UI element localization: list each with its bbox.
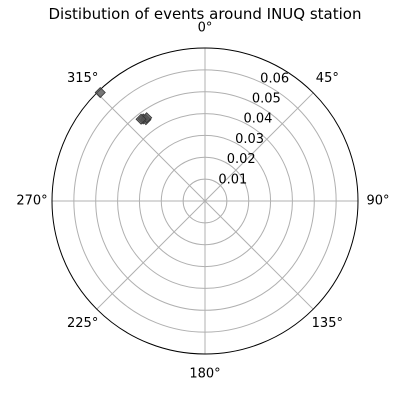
angle-tick-label-3: 135° — [312, 316, 343, 331]
angular-gridline-5 — [96, 200, 206, 310]
data-point-4 — [94, 86, 106, 99]
radial-tick-label-3: 0.04 — [243, 112, 272, 127]
angular-gridline-3 — [204, 200, 314, 310]
radial-tick-label-5: 0.06 — [260, 71, 289, 86]
polar-outer-circle — [51, 47, 359, 355]
radial-tick-label-0: 0.01 — [218, 172, 247, 187]
data-points — [94, 86, 153, 126]
angle-tick-label-2: 90° — [366, 194, 389, 209]
radial-tick-labels: 0.01 0.02 0.03 0.04 0.05 0.06 — [218, 71, 289, 187]
angle-tick-label-0: 0° — [198, 21, 213, 36]
polar-frame — [51, 47, 359, 355]
angle-tick-labels: 0° 45° 90° 135° 180° 225° 270° 315° — [16, 21, 389, 382]
angular-gridline-7 — [96, 92, 206, 202]
radial-tick-label-1: 0.02 — [227, 152, 256, 167]
angle-tick-label-4: 180° — [189, 367, 220, 382]
angle-tick-label-1: 45° — [316, 71, 339, 86]
radial-tick-label-2: 0.03 — [235, 132, 264, 147]
chart-title: Distibution of events around INUQ statio… — [49, 5, 362, 23]
angular-gridline-1 — [204, 92, 314, 202]
angle-tick-label-5: 225° — [67, 316, 98, 331]
angle-tick-label-6: 270° — [16, 194, 47, 209]
radial-tick-label-4: 0.05 — [252, 92, 281, 107]
angle-tick-label-7: 315° — [67, 71, 98, 86]
data-point-3 — [135, 113, 147, 125]
polar-grid — [52, 48, 358, 354]
